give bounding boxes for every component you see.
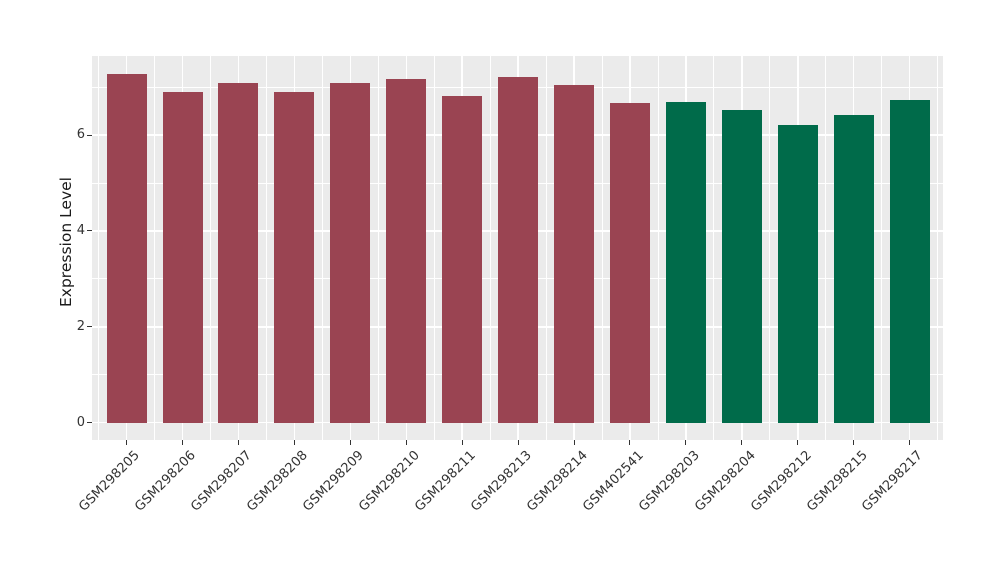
bar-GSM298212 xyxy=(777,125,818,423)
gridline-vertical-minor xyxy=(210,56,211,440)
gridline-vertical-minor xyxy=(881,56,883,440)
y-tick-mark xyxy=(87,134,92,136)
bar-GSM298210 xyxy=(386,78,427,423)
y-tick-mark xyxy=(87,422,92,424)
gridline-vertical-minor xyxy=(657,56,659,440)
bar-GSM298213 xyxy=(498,76,539,423)
x-tick-mark xyxy=(573,440,575,445)
gridline-vertical-minor xyxy=(489,56,491,440)
gridline-vertical-minor xyxy=(98,56,100,440)
x-tick-mark xyxy=(797,440,799,445)
x-tick-mark xyxy=(237,440,239,445)
y-tick-label: 0 xyxy=(76,414,85,430)
x-tick-mark xyxy=(293,440,295,445)
gridline-vertical-minor xyxy=(321,56,323,440)
gridline-vertical-minor xyxy=(377,56,379,440)
y-tick-label: 4 xyxy=(76,222,85,238)
x-tick-mark xyxy=(629,440,631,445)
x-tick-mark xyxy=(182,440,184,445)
bar-GSM298211 xyxy=(442,96,483,423)
bar-GSM298217 xyxy=(889,100,930,423)
gridline-horizontal-major xyxy=(92,421,943,424)
bar-GSM402541 xyxy=(609,103,650,423)
x-tick-mark xyxy=(461,440,463,445)
x-tick-mark xyxy=(126,440,128,445)
gridline-vertical-minor xyxy=(154,56,155,440)
bar-GSM298215 xyxy=(833,114,874,423)
x-tick-mark xyxy=(405,440,407,445)
bar-GSM298209 xyxy=(330,83,371,423)
gridline-vertical-minor xyxy=(713,56,715,440)
y-tick-label: 6 xyxy=(76,127,85,142)
bar-GSM298206 xyxy=(162,91,203,423)
bar-GSM298204 xyxy=(721,110,762,423)
x-tick-mark xyxy=(741,440,743,445)
bar-GSM298205 xyxy=(106,73,147,423)
gridline-vertical-minor xyxy=(825,56,827,440)
bar-GSM298208 xyxy=(274,91,315,423)
y-tick-mark xyxy=(87,230,92,232)
gridline-vertical-minor xyxy=(601,56,603,440)
x-tick-mark xyxy=(349,440,351,445)
x-tick-mark xyxy=(909,440,911,445)
bar-GSM298203 xyxy=(665,101,706,423)
gridline-vertical-minor xyxy=(937,56,938,440)
x-tick-mark xyxy=(517,440,519,445)
gridline-vertical-minor xyxy=(266,56,267,440)
plot-panel xyxy=(92,56,943,440)
x-tick-mark xyxy=(853,440,855,445)
gridline-vertical-minor xyxy=(545,56,547,440)
x-tick-mark xyxy=(685,440,687,445)
bar-GSM298207 xyxy=(218,83,259,423)
y-tick-mark xyxy=(87,326,92,328)
gridline-vertical-minor xyxy=(769,56,771,440)
bar-GSM298214 xyxy=(554,84,595,423)
gridline-vertical-minor xyxy=(433,56,435,440)
y-tick-label: 2 xyxy=(76,318,85,334)
